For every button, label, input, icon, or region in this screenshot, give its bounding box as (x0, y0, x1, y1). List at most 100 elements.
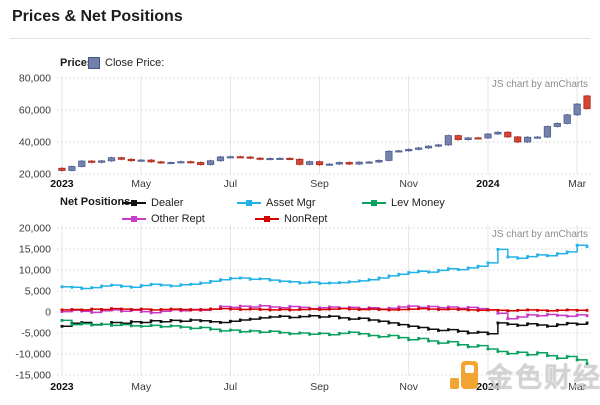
series-bullet[interactable] (70, 285, 74, 289)
candle-body[interactable] (216, 156, 225, 162)
series-bullet[interactable] (219, 329, 222, 333)
series-bullet[interactable] (357, 332, 361, 336)
series-bullet[interactable] (60, 324, 64, 328)
series-bullet[interactable] (347, 305, 351, 309)
series-bullet[interactable] (377, 335, 381, 339)
series-bullet[interactable] (446, 328, 450, 332)
series-bullet[interactable] (546, 354, 549, 358)
candle-body[interactable] (454, 135, 462, 141)
series-bullet[interactable] (238, 318, 242, 322)
series-bullet[interactable] (476, 308, 480, 312)
series-bullet[interactable] (298, 308, 302, 311)
series-bullet[interactable] (169, 284, 173, 288)
candle-body[interactable] (385, 150, 393, 161)
series-bullet[interactable] (149, 319, 153, 323)
series-bullet[interactable] (357, 316, 361, 320)
series-bullet[interactable] (268, 315, 272, 319)
candle-body[interactable] (504, 131, 512, 138)
series-bullet[interactable] (228, 328, 232, 332)
series-bullet[interactable] (585, 308, 589, 312)
candle-body[interactable] (117, 157, 125, 160)
series-bullet[interactable] (546, 313, 549, 316)
series-bullet[interactable] (506, 322, 510, 326)
series-bullet[interactable] (526, 308, 530, 312)
series-bullet[interactable] (110, 307, 113, 311)
series-bullet[interactable] (129, 285, 133, 289)
legend-item-nonrept[interactable]: NonRept (255, 212, 327, 226)
candle-body[interactable] (444, 135, 452, 146)
series-bullet[interactable] (446, 305, 450, 309)
series-bullet[interactable] (60, 319, 64, 322)
candle-body[interactable] (533, 136, 542, 139)
series-bullet[interactable] (238, 304, 242, 308)
candle-body[interactable] (306, 161, 314, 165)
series-bullet[interactable] (476, 264, 480, 268)
candle-body[interactable] (365, 161, 373, 164)
series-bullet[interactable] (486, 261, 490, 265)
series-bullet[interactable] (110, 324, 113, 327)
candle-body[interactable] (405, 148, 413, 152)
series-bullet[interactable] (318, 315, 321, 319)
series-bullet[interactable] (288, 308, 292, 312)
series-bullet[interactable] (337, 316, 341, 320)
series-bullet[interactable] (308, 332, 312, 336)
series-bullet[interactable] (268, 278, 272, 282)
series-bullet[interactable] (397, 305, 401, 309)
series-bullet[interactable] (248, 307, 252, 311)
amcharts-credit-positions[interactable]: JS chart by amCharts (491, 229, 588, 240)
series-bullet[interactable] (446, 307, 450, 311)
series-bullet[interactable] (575, 308, 579, 312)
series-bullet[interactable] (288, 280, 292, 284)
series-bullet[interactable] (258, 330, 262, 334)
candle-body[interactable] (236, 156, 244, 159)
series-bullet[interactable] (496, 321, 500, 325)
series-bullet[interactable] (139, 324, 143, 328)
series-bullet[interactable] (308, 280, 312, 284)
series-bullet[interactable] (328, 333, 331, 337)
candle-body[interactable] (256, 157, 264, 160)
series-bullet[interactable] (228, 277, 232, 280)
series-bullet[interactable] (80, 287, 84, 290)
series-bullet[interactable] (149, 324, 153, 327)
series-bullet[interactable] (268, 329, 272, 333)
series-bullet[interactable] (100, 308, 103, 311)
series-bullet[interactable] (238, 308, 242, 311)
series-bullet[interactable] (90, 323, 94, 327)
series-bullet[interactable] (298, 281, 302, 285)
series-bullet[interactable] (585, 321, 589, 325)
series-bullet[interactable] (417, 269, 421, 273)
candle-body[interactable] (167, 162, 175, 165)
series-bullet[interactable] (427, 327, 430, 331)
series-bullet[interactable] (278, 306, 282, 310)
series-bullet[interactable] (357, 308, 361, 311)
series-bullet[interactable] (337, 307, 341, 311)
series-bullet[interactable] (565, 321, 569, 325)
candle-body[interactable] (157, 161, 165, 164)
candle-body[interactable] (355, 161, 363, 165)
series-bullet[interactable] (427, 305, 430, 308)
series-bullet[interactable] (536, 314, 539, 318)
series-bullet[interactable] (476, 344, 480, 347)
series-bullet[interactable] (486, 308, 490, 312)
series-bullet[interactable] (149, 308, 153, 312)
candle-body[interactable] (424, 145, 433, 149)
series-bullet[interactable] (318, 308, 321, 311)
candle-body[interactable] (177, 161, 185, 164)
series-bullet[interactable] (397, 308, 401, 311)
series-bullet[interactable] (90, 311, 94, 314)
candle-body[interactable] (543, 126, 552, 138)
series-bullet[interactable] (139, 310, 143, 313)
series-bullet[interactable] (318, 306, 321, 310)
series-bullet[interactable] (546, 324, 549, 328)
series-bullet[interactable] (100, 322, 103, 326)
series-bullet[interactable] (565, 355, 569, 358)
series-bullet[interactable] (318, 332, 321, 335)
series-bullet[interactable] (159, 283, 163, 287)
series-bullet[interactable] (159, 325, 163, 329)
series-bullet[interactable] (119, 309, 123, 313)
series-bullet[interactable] (585, 314, 589, 318)
series-bullet[interactable] (139, 321, 143, 324)
candle-body[interactable] (78, 160, 86, 167)
series-bullet[interactable] (367, 307, 371, 311)
